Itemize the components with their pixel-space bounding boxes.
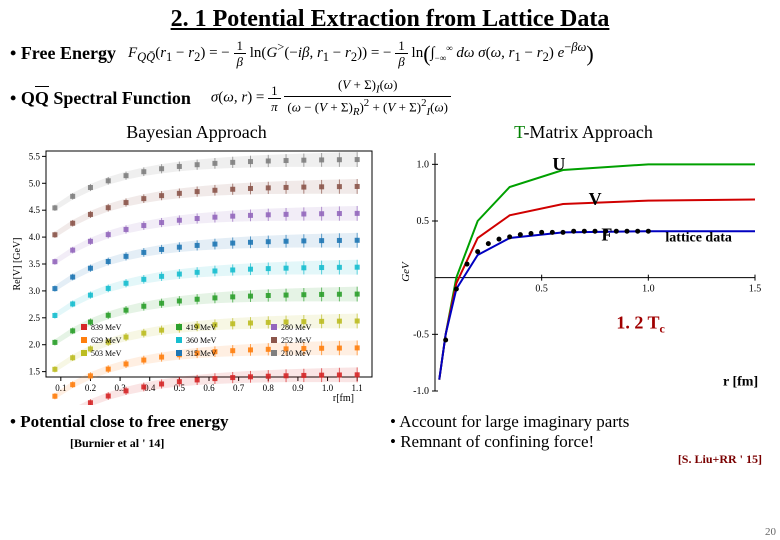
svg-text:GeV: GeV [400,261,412,282]
q-prefix: Q [21,88,35,108]
notes-left: • Potential close to free energy [Burnie… [10,412,390,467]
svg-text:839 MeV: 839 MeV [91,323,122,332]
svg-text:1.5: 1.5 [29,367,41,377]
qbar: Q [35,88,49,109]
svg-text:1.1: 1.1 [352,383,363,393]
svg-text:1.0: 1.0 [417,160,430,171]
svg-text:360 MeV: 360 MeV [186,336,217,345]
svg-text:3.5: 3.5 [29,259,41,269]
svg-text:r [fm]: r [fm] [723,375,758,390]
right-cite: [S. Liu+RR ' 15] [390,452,770,467]
bullet-spectral-row: • QQ Spectral Function σ(ω, r) = 1π (V +… [0,78,780,118]
tmatrix-rest: -Matrix Approach [523,122,652,142]
svg-text:5.0: 5.0 [29,178,41,188]
svg-text:419 MeV: 419 MeV [186,323,217,332]
left-chart-title: Bayesian Approach [8,122,385,143]
svg-text:4.0: 4.0 [29,232,41,242]
notes-right: • Account for large imaginary parts • Re… [390,412,770,467]
svg-text:0.7: 0.7 [233,383,245,393]
svg-text:U: U [552,154,565,174]
left-chart: 0.10.20.30.40.50.60.70.80.91.01.11.52.02… [8,145,380,405]
page-title: 2. 1 Potential Extraction from Lattice D… [0,0,780,33]
svg-text:210 MeV: 210 MeV [281,349,312,358]
svg-text:V: V [589,189,602,209]
right-chart-title: T-Matrix Approach [395,122,772,143]
left-note: • Potential close to free energy [10,412,390,432]
right-note-1: • Account for large imaginary parts [390,412,770,432]
spectral-formula: σ(ω, r) = 1π (V + Σ)I(ω) (ω − (V + Σ)R)2… [211,78,451,118]
svg-text:2.0: 2.0 [29,340,41,350]
right-note-2: • Remnant of confining force! [390,432,770,452]
svg-text:503 MeV: 503 MeV [91,349,122,358]
svg-text:1. 2 Tc: 1. 2 Tc [616,313,665,336]
svg-text:1.0: 1.0 [642,284,655,295]
svg-text:-0.5: -0.5 [413,330,429,341]
bullet-dot: • [10,43,21,64]
svg-text:r[fm]: r[fm] [333,393,354,404]
bullet-dot-2: • [10,88,21,109]
notes-row: • Potential close to free energy [Burnie… [0,412,780,467]
svg-text:lattice data: lattice data [665,231,731,246]
svg-text:2.5: 2.5 [29,313,41,323]
svg-text:4.5: 4.5 [29,205,41,215]
svg-text:1.5: 1.5 [749,284,762,295]
right-chart: 0.5 1.0 1.5 -1.0 -0.5 0.5 1.0 GeV U VFlattice dat… [395,145,767,405]
svg-text:-1.0: -1.0 [413,386,429,397]
svg-text:315 MeV: 315 MeV [186,349,217,358]
page-number: 20 [765,526,776,538]
left-cite: [Burnier et al ' 14] [10,436,390,451]
spectral-suffix: Spectral Function [49,88,191,108]
charts-row: Bayesian Approach 0.10.20.30.40.50.60.70… [0,122,780,410]
svg-text:0.2: 0.2 [85,383,96,393]
svg-text:0.5: 0.5 [417,216,430,227]
bullet-free-energy-row: • Free Energy FQQ̄(r1 − r2) = − 1β ln(G>… [0,39,780,68]
right-chart-col: T-Matrix Approach 0.5 1.0 1.5 -1.0 -0.5 0.5 1.… [395,122,772,410]
svg-text:629 MeV: 629 MeV [91,336,122,345]
svg-text:Re[V] [GeV]: Re[V] [GeV] [12,238,23,291]
svg-text:0.5: 0.5 [535,284,548,295]
svg-text:1.0: 1.0 [322,383,334,393]
svg-text:252 MeV: 252 MeV [281,336,312,345]
left-chart-col: Bayesian Approach 0.10.20.30.40.50.60.70… [8,122,385,410]
svg-text:280 MeV: 280 MeV [281,323,312,332]
bullet-free-energy-label: Free Energy [21,43,116,64]
svg-text:3.0: 3.0 [29,286,41,296]
svg-text:0.8: 0.8 [263,383,275,393]
svg-text:F: F [601,224,612,244]
free-energy-formula: FQQ̄(r1 − r2) = − 1β ln(G>(−iβ, r1 − r2)… [128,39,594,68]
svg-text:5.5: 5.5 [29,152,41,162]
svg-text:0.9: 0.9 [292,383,304,393]
bullet-spectral-label: QQ Spectral Function [21,88,191,109]
